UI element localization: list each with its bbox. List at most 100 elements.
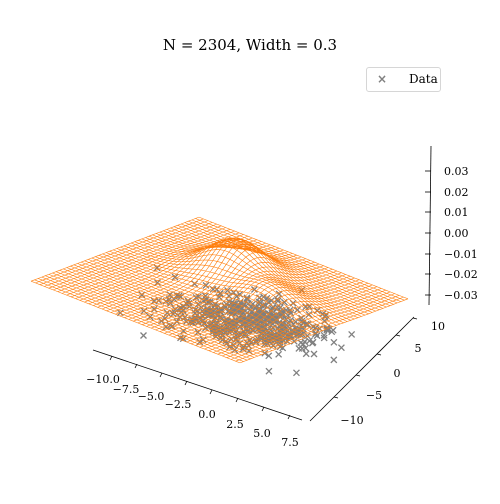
x-tick-mark — [235, 397, 239, 403]
surface-line — [39, 220, 209, 285]
scatter-point — [150, 297, 158, 305]
legend-label-data: Data — [409, 72, 438, 86]
y-tick-mark — [355, 374, 361, 377]
y-axis-line — [309, 316, 415, 422]
surface-line — [61, 229, 231, 294]
surface-line — [34, 279, 244, 362]
surface-line — [53, 225, 222, 291]
surface-wireframe — [30, 216, 409, 364]
scatter-point — [301, 338, 309, 346]
scatter-point — [297, 331, 305, 339]
y-tick-mark — [412, 317, 418, 320]
surface-line — [217, 289, 386, 355]
z-tick-label: 0.02 — [444, 186, 469, 199]
y-tick-label: 0 — [394, 367, 401, 380]
surface-line — [168, 270, 338, 336]
surface-line — [110, 238, 280, 313]
scatter-point — [287, 309, 295, 317]
surface-line — [30, 216, 200, 282]
y-tick-label: −5 — [366, 389, 382, 402]
scatter-point — [219, 331, 227, 339]
scatter-point — [348, 330, 356, 338]
surface-line — [177, 225, 387, 308]
surface-line — [142, 252, 311, 325]
z-axis-line — [428, 145, 432, 306]
surface-line — [235, 296, 404, 362]
surface-line — [57, 227, 226, 292]
surface-line — [66, 230, 235, 296]
scatter-point — [302, 350, 310, 358]
surface-line — [91, 257, 301, 340]
surface-line — [66, 267, 276, 350]
surface-line — [70, 265, 280, 349]
surface-line — [173, 272, 342, 338]
scatter-point — [275, 350, 283, 358]
scatter-point — [329, 326, 337, 334]
surface-line — [73, 264, 284, 347]
surface-line — [190, 279, 360, 345]
scatter-point — [153, 264, 161, 272]
scatter-point — [243, 295, 251, 303]
surface-line — [230, 295, 400, 360]
surface-line — [80, 261, 291, 344]
x-tick-mark — [209, 389, 213, 395]
surface-line — [198, 216, 409, 300]
surface-line — [134, 241, 344, 324]
scatter-point — [224, 286, 231, 294]
surface-line — [44, 222, 213, 287]
x-tick-label: 2.5 — [226, 418, 244, 431]
surface-line — [127, 244, 337, 326]
surface-line — [55, 271, 266, 354]
scatter-point — [202, 281, 210, 289]
scatter-point — [320, 334, 328, 342]
surface-line — [123, 245, 334, 327]
z-tick-label: −0.03 — [444, 289, 478, 302]
surface-line — [164, 268, 333, 334]
y-tick-label: 10 — [431, 320, 445, 333]
scatter-point — [280, 337, 288, 345]
legend-marker-x-icon: × — [377, 72, 388, 86]
surface-line — [95, 256, 305, 339]
surface-line — [98, 255, 309, 337]
surface-line — [105, 252, 316, 334]
surface-line — [97, 242, 266, 308]
surface-line — [146, 257, 315, 327]
surface-line — [188, 220, 398, 304]
surface-line — [226, 293, 395, 358]
surface-line — [195, 281, 364, 346]
y-tick-mark — [395, 334, 401, 337]
surface-line — [75, 234, 244, 299]
z-tick-label: 0.00 — [444, 227, 469, 240]
z-tick-label: 0.03 — [444, 165, 469, 178]
surface-line — [208, 286, 378, 351]
x-tick-label: 7.5 — [281, 436, 299, 449]
z-axis: 0.03 0.02 0.01 0.00 −0.01 −0.02 −0.03 — [425, 145, 478, 306]
surface-line — [63, 268, 273, 351]
scatter-point — [308, 339, 316, 347]
scatter-point — [305, 310, 313, 318]
scatter-point — [292, 369, 300, 377]
x-tick-mark — [184, 380, 188, 386]
surface-line — [102, 253, 312, 336]
surface-line — [77, 263, 287, 346]
y-tick-label: 5 — [415, 342, 422, 355]
x-tick-label: −7.5 — [113, 383, 140, 396]
chart-legend: × Data — [366, 67, 441, 92]
scatter-point — [337, 344, 345, 352]
scatter-point — [265, 352, 273, 360]
surface-line — [204, 284, 373, 350]
surface-line — [150, 261, 320, 329]
y-tick-mark — [333, 396, 339, 399]
z-tick-label: −0.02 — [444, 268, 478, 281]
x-axis-line — [92, 349, 303, 421]
surface-line — [120, 246, 330, 329]
x-tick-label: −10.0 — [86, 373, 120, 386]
surface-line — [155, 265, 324, 331]
surface-line — [199, 282, 369, 348]
surface-line — [115, 237, 284, 315]
surface-line — [184, 222, 394, 305]
surface-line — [133, 243, 302, 322]
surface-line — [180, 223, 391, 306]
